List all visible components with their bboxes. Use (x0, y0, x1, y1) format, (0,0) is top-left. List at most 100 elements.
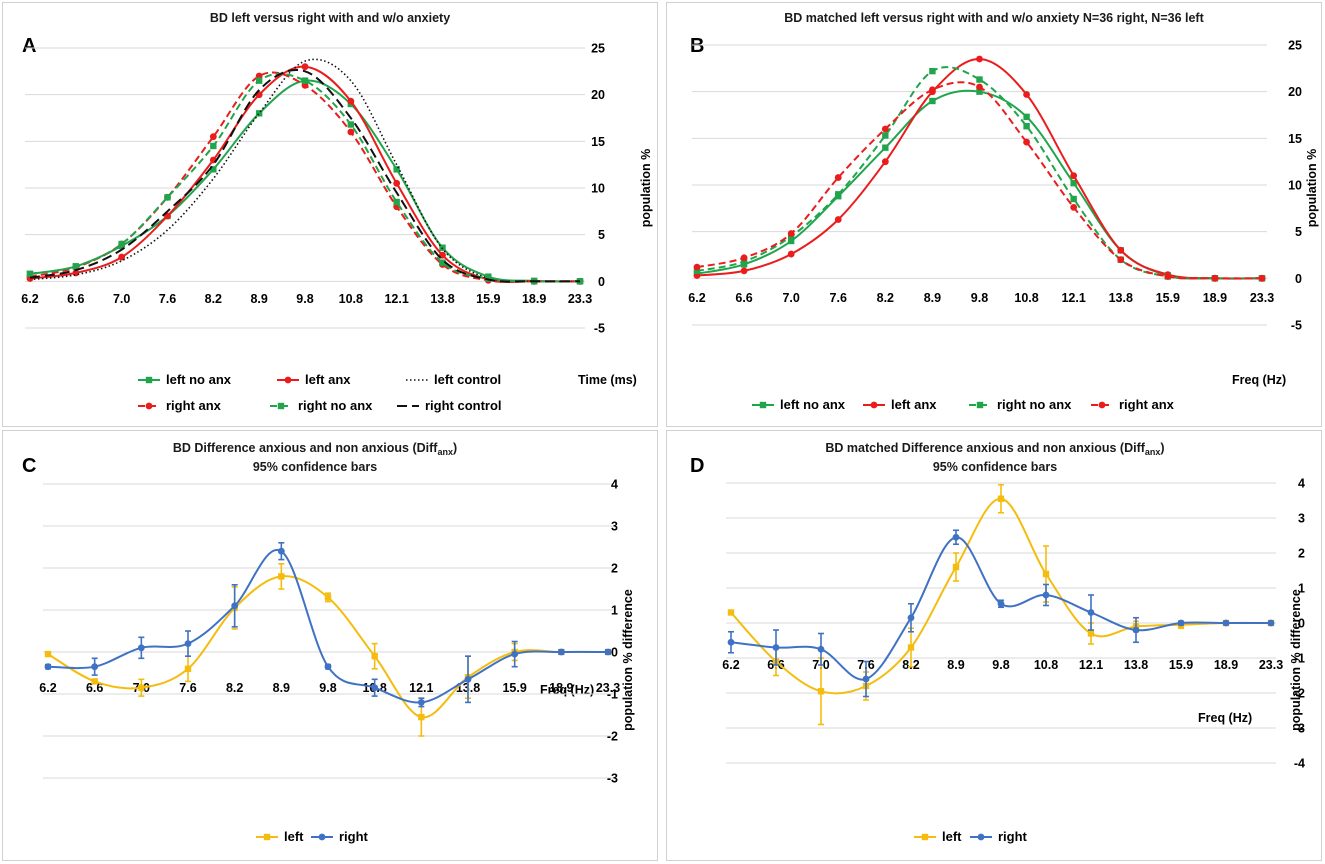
data-point (1117, 246, 1125, 254)
data-point (210, 166, 217, 173)
panel-c-subtitle: 95% confidence bars (253, 460, 377, 474)
legend-swatch-marker (145, 376, 153, 384)
data-point (278, 573, 285, 580)
panel-a-xtick: 8.9 (250, 292, 267, 306)
panel-b-series-right-anx (693, 81, 1266, 282)
data-point (693, 263, 701, 271)
panel-c-xtick: 15.9 (502, 681, 526, 695)
data-point (976, 83, 983, 91)
data-point (834, 216, 842, 223)
panel-c-ytick: 2 (611, 562, 618, 576)
data-point (1211, 274, 1219, 282)
legend-swatch-marker (277, 402, 285, 410)
panel-c-ytick: -3 (607, 772, 618, 786)
legend-swatch-marker (976, 401, 984, 409)
panel-d-xtick: 23.3 (1259, 658, 1283, 672)
data-point (727, 609, 735, 616)
panel-d-xtick: 8.9 (947, 658, 964, 672)
panel-d-label: D (690, 455, 704, 477)
panel-a-xtick: 23.3 (568, 292, 592, 306)
panel-a-label: A (22, 35, 36, 57)
panel-a-title: BD left versus right with and w/o anxiet… (210, 11, 450, 25)
legend-swatch-marker (284, 376, 292, 384)
panel-d-legend-right: right (970, 829, 1028, 844)
data-point (347, 128, 355, 136)
panel-d-title-main: BD matched Difference anxious and non an… (825, 441, 1145, 455)
panel-d-xtick: 6.2 (722, 658, 739, 672)
panel-c-xtick: 7.6 (179, 681, 196, 695)
panel-d-xtick: 18.9 (1214, 658, 1238, 672)
legend-label: left (284, 829, 304, 844)
panel-d-xtick: 10.8 (1034, 658, 1058, 672)
data-point (164, 194, 171, 201)
series-line (29, 58, 581, 283)
panel-c-ytick: 3 (611, 520, 618, 534)
panel-a-ytick: -5 (594, 322, 605, 336)
panel-d-ytick: -2 (1294, 687, 1305, 701)
legend-swatch-marker (145, 402, 153, 410)
data-point (787, 230, 795, 237)
legend-swatch-marker (921, 833, 929, 841)
legend-swatch-marker (759, 401, 767, 409)
data-point (835, 191, 842, 198)
data-point (1070, 172, 1078, 180)
panel-c-xtick: 6.2 (39, 681, 56, 695)
panel-c-title-sub: anx (437, 447, 453, 457)
panel-a-ytick: 0 (598, 275, 605, 289)
panel-b-xtick: 6.6 (735, 291, 752, 305)
data-point (324, 594, 332, 601)
panel-c-xtick: 8.2 (226, 681, 243, 695)
panel-c-ytick: -1 (607, 688, 618, 702)
panel-b-ytick: 15 (1288, 132, 1302, 146)
data-point (301, 63, 309, 71)
data-point (952, 563, 960, 571)
data-point (439, 259, 446, 266)
panel-d-title: BD matched Difference anxious and non an… (825, 441, 1164, 457)
legend-label: right no anx (997, 397, 1072, 412)
data-point (907, 644, 915, 651)
panel-d-title-close: ) (1160, 441, 1164, 455)
data-point (118, 240, 125, 248)
panel-d-chart: 43210-1-2-3-46.26.67.07.68.28.99.810.812… (722, 477, 1305, 845)
panel-d-ytick: -4 (1294, 757, 1305, 771)
panel-b-xlabel: Freq (Hz) (1232, 373, 1286, 387)
data-point (1258, 274, 1266, 282)
panel-d-series-right (727, 529, 1275, 698)
data-point (1023, 138, 1030, 146)
panel-b-xtick: 13.8 (1109, 291, 1133, 305)
panel-a-legend-right-control: right control (397, 398, 502, 413)
panel-b-xtick: 6.2 (688, 291, 705, 305)
data-point (184, 640, 192, 647)
series-line (29, 69, 581, 283)
panel-d-xlabel: Freq (Hz) (1198, 711, 1252, 725)
data-point (929, 67, 936, 75)
legend-label: left anx (891, 397, 937, 412)
panel-c-xtick: 9.8 (319, 681, 336, 695)
panel-a-xtick: 6.6 (67, 292, 84, 306)
data-point (976, 88, 983, 95)
panel-a-legend-right-anx: right anx (138, 398, 222, 413)
panel-b-label: B (690, 35, 704, 57)
legend-label: right anx (1119, 397, 1175, 412)
panel-a-legend-left-anx: left anx (277, 372, 351, 387)
data-point (604, 648, 612, 656)
panel-b-ytick: 5 (1295, 225, 1302, 239)
data-point (210, 142, 217, 150)
panel-b-legend-right-anx: right anx (1091, 397, 1175, 412)
panel-a-ytick: 20 (591, 88, 605, 102)
panel-d-title-sub: anx (1145, 447, 1161, 457)
panel-c-legend-right: right (311, 829, 369, 844)
panel-c-ytick: -2 (607, 730, 618, 744)
data-point (929, 97, 936, 105)
panel-a-chart: 25 20 15 10 5 0 -5 6.2 6.6 7.0 7.6 8.2 8.9 9.8 10.8 12.… (21, 42, 605, 414)
panel-a-xtick: 8.2 (205, 292, 222, 306)
panel-c-xtick: 8.9 (273, 681, 290, 695)
panel-c-ytick: 1 (611, 604, 618, 618)
legend-label: right (998, 829, 1028, 844)
panel-c-legend-left: left (256, 829, 304, 844)
data-point (907, 614, 915, 622)
data-point (787, 237, 795, 245)
data-point (1070, 204, 1078, 211)
